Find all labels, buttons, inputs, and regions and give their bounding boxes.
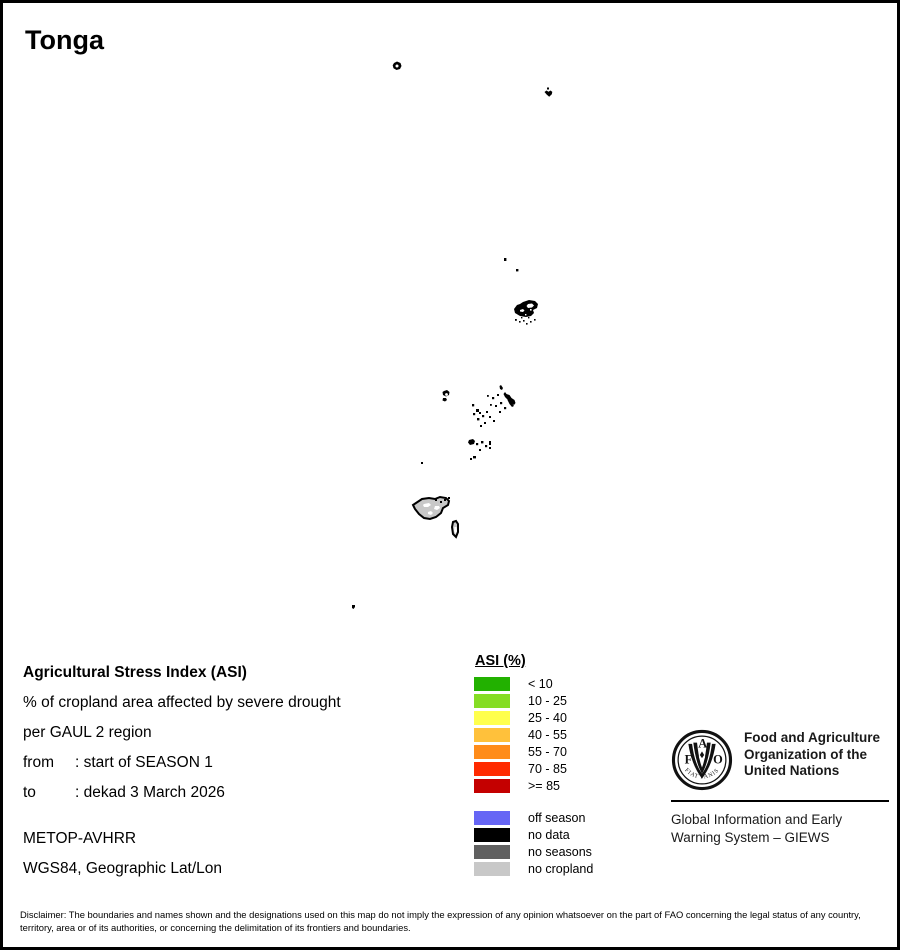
island-kao-tofua [442,390,450,402]
legend-class-list: < 10 10 - 25 25 - 40 40 - 55 55 - 70 70 - 85 >… [474,675,593,794]
legend-class-swatch [474,727,510,742]
legend-class-swatch [474,710,510,725]
svg-text:F: F [685,753,693,767]
legend-class-label: < 10 [528,676,553,691]
fao-divider [671,800,889,802]
fao-logo-icon: F A O FIAT PANIS [671,729,733,791]
legend-class-row: 55 - 70 [474,743,593,760]
page-title: Tonga [25,25,104,55]
legend-class-row: < 10 [474,675,593,692]
info-sensor: METOP-AVHRR [23,830,137,847]
legend-spacer [474,794,593,809]
legend-class-row: 10 - 25 [474,692,593,709]
info-to-key: to [23,784,36,801]
legend-special-row: no seasons [474,843,593,860]
legend-class-swatch [474,761,510,776]
legend-special-row: no cropland [474,860,593,877]
island-vavau-group [514,300,538,325]
island-haapai-group [421,385,516,464]
legend-special-swatch [474,810,510,825]
island-niuatoputapu [544,87,553,97]
svg-text:A: A [698,737,707,751]
info-from-value: : start of SEASON 1 [75,754,213,771]
island-ata [352,605,355,609]
legend-class-swatch [474,693,510,708]
info-subtitle-line2: per GAUL 2 region [23,724,152,741]
legend-special-swatch [474,844,510,859]
legend-class-label: >= 85 [528,778,560,793]
info-heading: Agricultural Stress Index (ASI) [23,664,247,681]
legend-special-swatch [474,861,510,876]
legend-class-row: 25 - 40 [474,709,593,726]
fao-top-row: F A O FIAT PANIS Food and Agriculture Or… [671,729,889,791]
info-projection: WGS84, Geographic Lat/Lon [23,860,223,877]
fao-programme-line1: Global Information and Early [671,812,843,827]
info-to-value: : dekad 3 March 2026 [75,784,225,801]
fao-branding: F A O FIAT PANIS Food and Agriculture Or… [671,729,889,847]
legend-special-label: no data [528,827,570,842]
legend-class-label: 25 - 40 [528,710,567,725]
fao-org-line2: Organization of the [744,746,867,762]
legend-special-label: no cropland [528,861,594,876]
disclaimer-text: Disclaimer: The boundaries and names sho… [20,909,861,933]
fao-programme-name: Global Information and Early Warning Sys… [671,811,889,847]
legend-class-swatch [474,676,510,691]
info-subtitle-line1: % of cropland area affected by severe dr… [23,694,341,711]
legend-special-row: no data [474,826,593,843]
fao-organization-name: Food and Agriculture Organization of the… [744,730,880,780]
island-niuafoou [392,61,402,70]
legend-special-list: off season no data no seasons no cropland [474,809,593,877]
fao-org-line1: Food and Agriculture [744,730,880,745]
legend-title: ASI (%) [475,653,526,669]
svg-text:O: O [713,753,723,767]
legend-class-label: 70 - 85 [528,761,567,776]
info-from-key: from [23,754,54,771]
legend-class-label: 55 - 70 [528,744,567,759]
legend-class-row: 40 - 55 [474,726,593,743]
legend-special-row: off season [474,809,593,826]
island-tongatapu-eua [411,495,459,539]
map-canvas [352,61,553,609]
map-info-block: Agricultural Stress Index (ASI) % of cro… [23,658,453,884]
legend-class-swatch [474,778,510,793]
fao-programme-line2: Warning System – GIEWS [671,830,830,845]
fao-org-line3: United Nations [744,763,840,778]
island-vavau-outliers [504,258,519,272]
legend-class-label: 10 - 25 [528,693,567,708]
legend-class-row: >= 85 [474,777,593,794]
info-spacer [23,808,453,824]
legend-special-swatch [474,827,510,842]
legend-class-row: 70 - 85 [474,760,593,777]
info-from-row: from : start of SEASON 1 [23,748,453,778]
legend-class-label: 40 - 55 [528,727,567,742]
legend: ASI (%) < 10 10 - 25 25 - 40 40 - 55 55 - 70… [474,653,593,877]
legend-special-label: off season [528,810,586,825]
legend-class-swatch [474,744,510,759]
info-to-row: to : dekad 3 March 2026 [23,778,453,808]
legend-special-label: no seasons [528,844,592,859]
